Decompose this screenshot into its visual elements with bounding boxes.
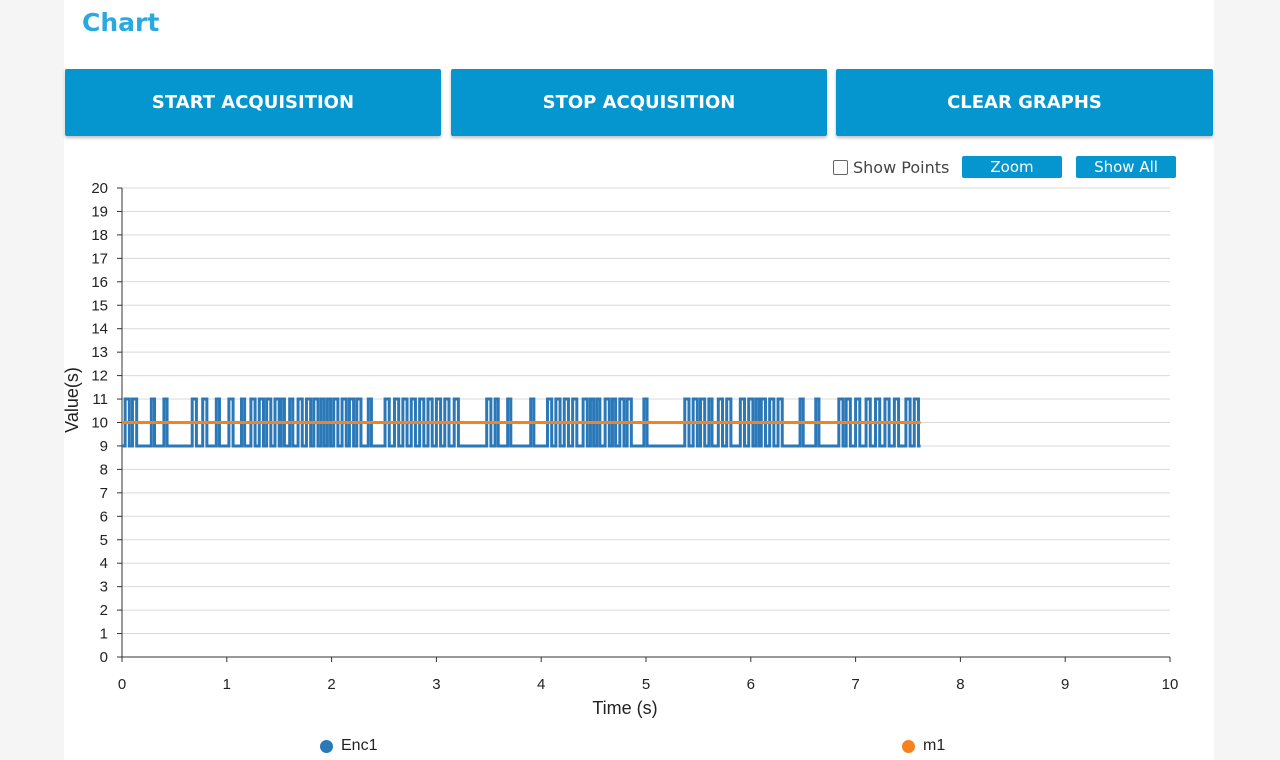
legend-enc1-marker — [320, 739, 333, 753]
chart-panel: Chart START ACQUISITION STOP ACQUISITION… — [64, 0, 1214, 760]
x-tick-label: 3 — [432, 676, 440, 693]
show-points-label: Show Points — [853, 157, 950, 177]
zoom-button[interactable]: Zoom — [962, 156, 1062, 178]
x-tick-label: 4 — [537, 676, 545, 693]
y-tick-label: 10 — [91, 415, 108, 432]
x-tick-label: 10 — [1162, 676, 1179, 693]
x-tick-label: 6 — [747, 676, 755, 693]
plot-area — [122, 397, 921, 448]
y-tick-label: 1 — [100, 626, 108, 643]
legend-item-m1[interactable]: m1 — [902, 736, 945, 756]
y-tick-label: 4 — [100, 555, 108, 572]
y-tick-label: 19 — [91, 203, 108, 220]
start-acquisition-button[interactable]: START ACQUISITION — [65, 69, 441, 136]
legend-item-enc1[interactable]: Enc1 — [320, 736, 377, 756]
x-tick-label: 0 — [118, 676, 126, 693]
y-tick-label: 9 — [100, 438, 108, 455]
y-tick-label: 16 — [91, 274, 108, 291]
y-tick-label: 14 — [91, 321, 108, 338]
stop-acquisition-button[interactable]: STOP ACQUISITION — [451, 69, 827, 136]
y-tick-label: 8 — [100, 461, 108, 478]
y-tick-label: 18 — [91, 227, 108, 244]
y-tick-label: 20 — [91, 180, 108, 197]
y-tick-label: 0 — [100, 649, 108, 666]
y-tick-label: 3 — [100, 579, 108, 596]
legend-m1-label: m1 — [923, 737, 946, 754]
y-tick-label: 15 — [91, 297, 108, 314]
x-axis-label: Time (s) — [592, 698, 657, 718]
y-axis-label: Value(s) — [64, 367, 82, 433]
x-tick-label: 8 — [956, 676, 964, 693]
x-tick-label: 5 — [642, 676, 650, 693]
y-tick-label: 12 — [91, 368, 108, 385]
show-points-checkbox[interactable] — [833, 159, 848, 175]
series-enc1 — [122, 397, 921, 448]
legend-m1-marker — [902, 739, 915, 753]
clear-graphs-button[interactable]: CLEAR GRAPHS — [836, 69, 1213, 136]
legend-enc1-label: Enc1 — [341, 737, 378, 754]
x-tick-label: 1 — [223, 676, 231, 693]
show-all-button[interactable]: Show All — [1076, 156, 1176, 178]
y-tick-label: 11 — [92, 391, 108, 408]
x-tick-label: 7 — [851, 676, 859, 693]
x-tick-label: 9 — [1061, 676, 1069, 693]
page-title: Chart — [82, 8, 160, 37]
y-tick-label: 6 — [100, 508, 108, 525]
y-tick-label: 2 — [100, 602, 108, 619]
y-tick-label: 13 — [91, 344, 108, 361]
y-tick-label: 5 — [100, 532, 108, 549]
show-points-toggle[interactable]: Show Points — [833, 157, 949, 177]
y-tick-label: 17 — [91, 250, 108, 267]
y-tick-label: 7 — [100, 485, 108, 502]
x-tick-label: 2 — [327, 676, 335, 693]
